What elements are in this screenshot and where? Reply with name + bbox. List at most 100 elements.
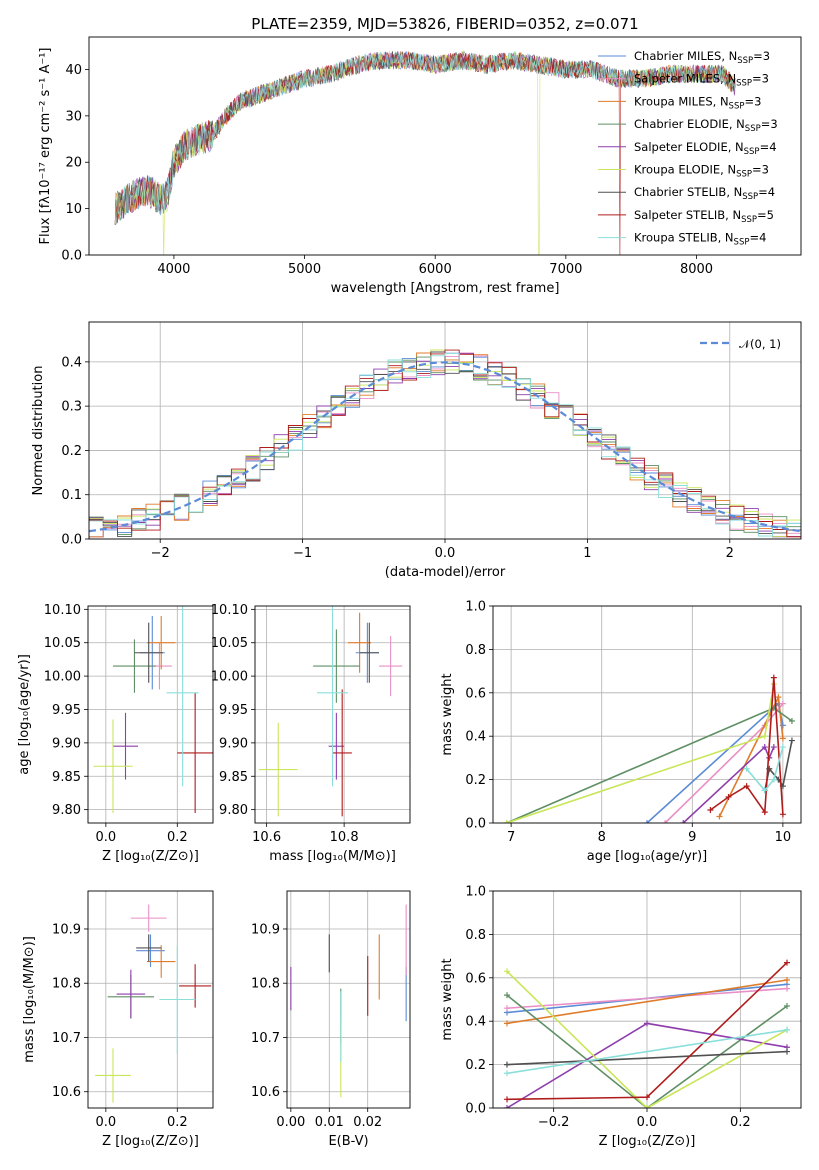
- y-tick-label: 0.1: [61, 488, 82, 503]
- y-tick-label: 9.85: [219, 770, 248, 785]
- marker-plus: [770, 744, 777, 751]
- age-vs-metallicity-panel: 0.0 0.2 9.80 9.85 9.90 9.95 10.00 10.05 10.10 Z […: [17, 603, 214, 864]
- y-tick-label: 0.4: [465, 1015, 486, 1030]
- y-tick-label: 10.7: [52, 1031, 81, 1046]
- mass-weight-vs-metallicity-panel: −0.2 0.0 0.2 0.0 0.2 0.4 0.6 0.8 1.0 Z [log₁₀(Z/Z…: [440, 885, 802, 1149]
- mass-weight-line-4: [506, 707, 793, 823]
- y-tick-label: 0.0: [465, 1102, 486, 1117]
- y-tick-label: 10.00: [44, 670, 81, 685]
- y-tick-label: 0.3: [61, 400, 82, 415]
- y-tick-label: 10.00: [211, 670, 248, 685]
- mass-weight-line-8: [709, 677, 784, 815]
- marker-plus: [707, 806, 714, 813]
- legend-rest: =3: [752, 163, 769, 177]
- plot-area: [504, 959, 790, 1108]
- y-tick-label: 0.8: [465, 928, 486, 943]
- y-tick-label: 10.10: [44, 603, 81, 618]
- legend-rest: =4: [749, 231, 766, 245]
- y-tick-label: 0.2: [61, 444, 82, 459]
- legend-label: Chabrier MILES, NSSP=3: [634, 49, 770, 66]
- marker-plus: [504, 968, 510, 975]
- legend-label: Kroupa MILES, NSSP=3: [634, 94, 761, 111]
- x-axis-label: (data-model)/error: [385, 565, 506, 580]
- legend-rest: =3: [752, 72, 769, 86]
- marker-plus: [644, 820, 650, 823]
- y-axis-label: Flux [fλ10⁻¹⁷ erg cm⁻² s⁻¹ A⁻¹]: [38, 48, 53, 245]
- spectrum-panel: 4000 5000 6000 7000 8000 0.0 10 20 30 40 wavelengt…: [38, 15, 802, 296]
- marker-plus: [775, 694, 782, 701]
- marker-plus: [784, 1048, 790, 1055]
- marker-plus: [644, 1094, 650, 1101]
- legend-sub: SSP: [734, 238, 750, 248]
- y-tick-label: 10.6: [52, 1085, 81, 1100]
- marker-plus: [504, 1096, 510, 1103]
- legend-rest: =3: [744, 94, 761, 108]
- legend-rest: =3: [761, 117, 778, 131]
- x-tick-label: 10.8: [330, 830, 359, 845]
- axes-frame: [286, 890, 411, 1109]
- mass-weight-line-5: [682, 745, 775, 823]
- x-axis-label: Z [log₁₀(Z/Z⊙)]: [599, 1134, 696, 1149]
- mass-vs-metallicity-panel: 0.0 0.2 10.6 10.7 10.8 10.9 Z [log₁₀(Z/Z⊙)] mas…: [22, 890, 214, 1149]
- y-tick-label: 10.8: [52, 977, 81, 992]
- y-tick-label: 0.2: [465, 773, 486, 788]
- y-tick-label: 0.4: [465, 730, 486, 745]
- marker-plus: [784, 985, 790, 992]
- histogram-step-9: [89, 352, 801, 538]
- marker-plus: [504, 1070, 510, 1077]
- x-tick-label: 0.0: [435, 546, 456, 561]
- x-tick-label: −0.2: [538, 1115, 570, 1130]
- mass-weight-line-6: [506, 683, 775, 823]
- x-axis-label: Z [log₁₀(Z/Z⊙)]: [102, 849, 199, 864]
- x-tick-label: 0.2: [167, 830, 188, 845]
- x-axis-label: wavelength [Angstrom, rest frame]: [331, 281, 560, 296]
- x-tick-label: 0.0: [96, 1115, 117, 1130]
- marker-plus: [784, 1003, 790, 1010]
- legend-label: Kroupa STELIB, NSSP=4: [634, 231, 766, 248]
- y-tick-label: 0.6: [465, 971, 486, 986]
- x-tick-label: 0.01: [315, 1115, 344, 1130]
- legend-rest: =5: [757, 208, 774, 222]
- legend-label: Chabrier STELIB, NSSP=4: [634, 185, 775, 202]
- spectrum-line-5: [114, 51, 736, 225]
- axes-frame: [87, 890, 214, 1109]
- y-tick-label: 9.90: [219, 736, 248, 751]
- legend-sub: SSP: [742, 192, 758, 202]
- marker-plus: [680, 820, 687, 823]
- marker-plus: [770, 674, 777, 681]
- mass-weight-line-6: [506, 970, 788, 1108]
- x-tick-label: 2: [726, 546, 734, 561]
- marker-plus: [504, 1020, 510, 1027]
- legend-sub: SSP: [729, 101, 745, 111]
- marker-plus: [743, 783, 750, 790]
- marker-plus: [779, 700, 786, 707]
- y-tick-label: 10.7: [251, 1031, 280, 1046]
- marker-plus: [784, 959, 790, 966]
- x-tick-label: 0.2: [730, 1115, 751, 1130]
- y-axis-label: age [log₁₀(age/yr)]: [17, 654, 32, 775]
- axes-frame: [87, 605, 214, 824]
- y-tick-label: 10: [65, 202, 82, 217]
- y-tick-label: 1.0: [465, 885, 486, 900]
- axes-frame: [88, 321, 802, 540]
- x-axis-label: age [log₁₀(age/yr)]: [587, 849, 708, 864]
- legend-label: Salpeter MILES, NSSP=3: [634, 72, 769, 89]
- legend-sub: SSP: [741, 215, 757, 225]
- marker-plus: [784, 976, 790, 983]
- mass-weight-line-9: [506, 1029, 788, 1075]
- legend-rest: =4: [760, 140, 777, 154]
- y-axis-label: mass weight: [440, 673, 455, 755]
- x-tick-label: 0.0: [96, 830, 117, 845]
- y-tick-label: 30: [65, 109, 82, 124]
- x-tick-label: 7: [507, 830, 515, 845]
- marker-plus: [779, 735, 786, 742]
- residual-histogram-panel: −2 −1 0.0 1 2 0.0 0.1 0.2 0.3 0.4 (data-model)/err…: [31, 321, 802, 580]
- plot-area: [503, 674, 795, 823]
- marker-plus: [504, 992, 510, 999]
- plot-area: [95, 904, 212, 1103]
- marker-plus: [761, 809, 768, 816]
- mass-weight-line-7: [506, 1050, 788, 1066]
- y-tick-label: 10.05: [44, 636, 81, 651]
- legend-sub: SSP: [737, 56, 753, 66]
